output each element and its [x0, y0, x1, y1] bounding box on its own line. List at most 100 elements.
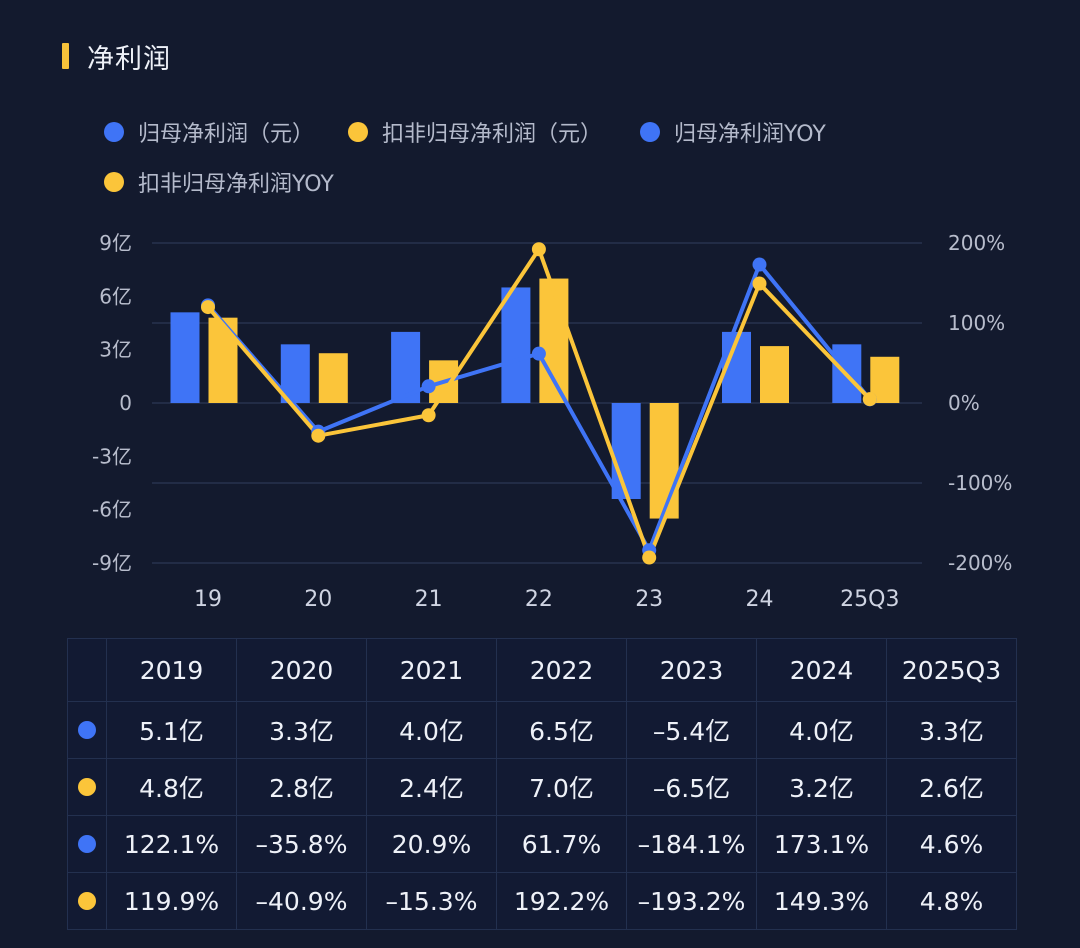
- bar-net-profit[interactable]: [170, 312, 200, 403]
- right-axis-tick-label: -100%: [948, 471, 1012, 495]
- left-axis-ticks: 9亿 6亿 3亿 0 -3亿 -6亿 -9亿: [92, 231, 132, 575]
- table-cell: 6.5亿: [496, 701, 627, 759]
- x-axis-tick-label: 25Q3: [840, 587, 899, 612]
- point-deducted-net-profit-yoy[interactable]: [752, 276, 767, 291]
- table-cell: –5.4亿: [626, 701, 757, 759]
- point-deducted-net-profit-yoy[interactable]: [531, 242, 546, 257]
- table-cell: 119.9%: [106, 872, 237, 930]
- table-cell: –193.2%: [626, 872, 757, 930]
- table-cell: 4.8%: [886, 872, 1017, 930]
- point-deducted-net-profit-yoy[interactable]: [311, 428, 326, 443]
- row-series-marker: [67, 758, 107, 816]
- point-net-profit-yoy[interactable]: [531, 346, 546, 361]
- x-axis-tick-label: 19: [194, 587, 222, 612]
- legend-label: 扣非归母净利润YOY: [138, 172, 334, 197]
- legend-dot-icon: [348, 122, 368, 142]
- point-deducted-net-profit-yoy[interactable]: [642, 550, 657, 565]
- point-net-profit-yoy[interactable]: [421, 379, 436, 394]
- legend-dot-icon: [640, 122, 660, 142]
- legend-item-deducted-net-profit-yoy[interactable]: 扣非归母净利润YOY: [104, 166, 334, 198]
- title-accent-bar: [62, 43, 69, 69]
- series-dot-icon: [78, 834, 96, 853]
- x-axis-ticks: 19 20 21 22 23 24 25Q3: [194, 587, 899, 612]
- bar-deducted-net-profit[interactable]: [649, 403, 679, 519]
- legend-dot-icon: [104, 122, 124, 142]
- table-cell: 149.3%: [756, 872, 887, 930]
- bar-deducted-net-profit[interactable]: [318, 353, 348, 403]
- table-cell: 4.6%: [886, 815, 1017, 873]
- row-series-marker: [67, 872, 107, 930]
- table-row: 4.8亿 2.8亿 2.4亿 7.0亿 –6.5亿 3.2亿 2.6亿: [67, 758, 1017, 816]
- table-header-row: 2019 2020 2021 2022 2023 2024 2025Q3: [67, 638, 1017, 702]
- right-axis-tick-label: 100%: [948, 311, 1005, 335]
- left-axis-tick-label: -9亿: [92, 551, 132, 575]
- table-cell: 173.1%: [756, 815, 887, 873]
- table-cell: 7.0亿: [496, 758, 627, 816]
- table-header-cell: 2020: [236, 638, 367, 702]
- table-cell: 2.8亿: [236, 758, 367, 816]
- point-deducted-net-profit-yoy[interactable]: [421, 408, 436, 423]
- table-cell: 3.3亿: [236, 701, 367, 759]
- legend-item-net-profit[interactable]: 归母净利润（元）: [104, 116, 314, 148]
- bar-deducted-net-profit[interactable]: [760, 346, 789, 403]
- left-axis-tick-label: 3亿: [99, 338, 132, 362]
- lines: [201, 242, 877, 565]
- net-profit-chart: 9亿 6亿 3亿 0 -3亿 -6亿 -9亿 200% 100% 0% -100% -200% 19…: [92, 231, 1012, 612]
- data-table: 2019 2020 2021 2022 2023 2024 2025Q3 5.1…: [67, 638, 1017, 930]
- legend-label: 扣非归母净利润（元）: [382, 122, 603, 147]
- table-cell: 5.1亿: [106, 701, 237, 759]
- table-cell: –35.8%: [236, 815, 367, 873]
- table-row: 5.1亿 3.3亿 4.0亿 6.5亿 –5.4亿 4.0亿 3.3亿: [67, 701, 1017, 759]
- left-axis-tick-label: -3亿: [92, 444, 132, 468]
- table-header-cell: 2022: [496, 638, 627, 702]
- table-header-cell: 2024: [756, 638, 887, 702]
- right-axis-ticks: 200% 100% 0% -100% -200%: [948, 231, 1012, 575]
- row-series-marker: [67, 815, 107, 873]
- table-cell: –6.5亿: [626, 758, 757, 816]
- bar-net-profit[interactable]: [611, 403, 641, 499]
- point-deducted-net-profit-yoy[interactable]: [862, 392, 877, 407]
- grid-lines: [152, 242, 922, 564]
- table-cell: 192.2%: [496, 872, 627, 930]
- x-axis-tick-label: 23: [635, 587, 663, 612]
- legend-item-net-profit-yoy[interactable]: 归母净利润YOY: [640, 116, 826, 148]
- row-series-marker: [67, 701, 107, 759]
- table-cell: 2.4亿: [366, 758, 497, 816]
- page-title: 净利润: [87, 43, 171, 75]
- right-axis-tick-label: 200%: [948, 231, 1005, 255]
- table-header-cell: 2019: [106, 638, 237, 702]
- x-axis-tick-label: 22: [525, 587, 553, 612]
- legend-label: 归母净利润（元）: [138, 122, 315, 147]
- table-cell: 4.0亿: [366, 701, 497, 759]
- x-axis-tick-label: 21: [415, 587, 443, 612]
- table-cell: –184.1%: [626, 815, 757, 873]
- series-dot-icon: [78, 777, 96, 796]
- table-row: 119.9% –40.9% –15.3% 192.2% –193.2% 149.3% 4.8…: [67, 872, 1017, 930]
- table-cell: 2.6亿: [886, 758, 1017, 816]
- table-cell: –15.3%: [366, 872, 497, 930]
- left-axis-tick-label: 6亿: [99, 284, 132, 308]
- table-header-empty: [67, 638, 107, 702]
- table-cell: 3.3亿: [886, 701, 1017, 759]
- table-cell: 122.1%: [106, 815, 237, 873]
- line-net-profit-yoy: [206, 262, 872, 553]
- series-dot-icon: [78, 720, 96, 739]
- left-axis-tick-label: 9亿: [99, 231, 132, 255]
- table-cell: 4.8亿: [106, 758, 237, 816]
- x-axis-tick-label: 24: [746, 587, 774, 612]
- bar-deducted-net-profit[interactable]: [208, 317, 238, 403]
- table-cell: 61.7%: [496, 815, 627, 873]
- section-header: 净利润: [62, 38, 171, 75]
- right-axis-tick-label: -200%: [948, 551, 1012, 575]
- legend-dot-icon: [104, 172, 124, 192]
- point-deducted-net-profit-yoy[interactable]: [201, 300, 215, 315]
- right-axis-tick-label: 0%: [948, 391, 980, 415]
- legend-item-deducted-net-profit[interactable]: 扣非归母净利润（元）: [348, 116, 602, 148]
- table-row: 122.1% –35.8% 20.9% 61.7% –184.1% 173.1% 4.6%: [67, 815, 1017, 873]
- bar-net-profit[interactable]: [501, 287, 531, 403]
- table-cell: 4.0亿: [756, 701, 887, 759]
- table-header-cell: 2023: [626, 638, 757, 702]
- table-cell: –40.9%: [236, 872, 367, 930]
- point-net-profit-yoy[interactable]: [752, 257, 767, 272]
- left-axis-tick-label: -6亿: [92, 498, 132, 522]
